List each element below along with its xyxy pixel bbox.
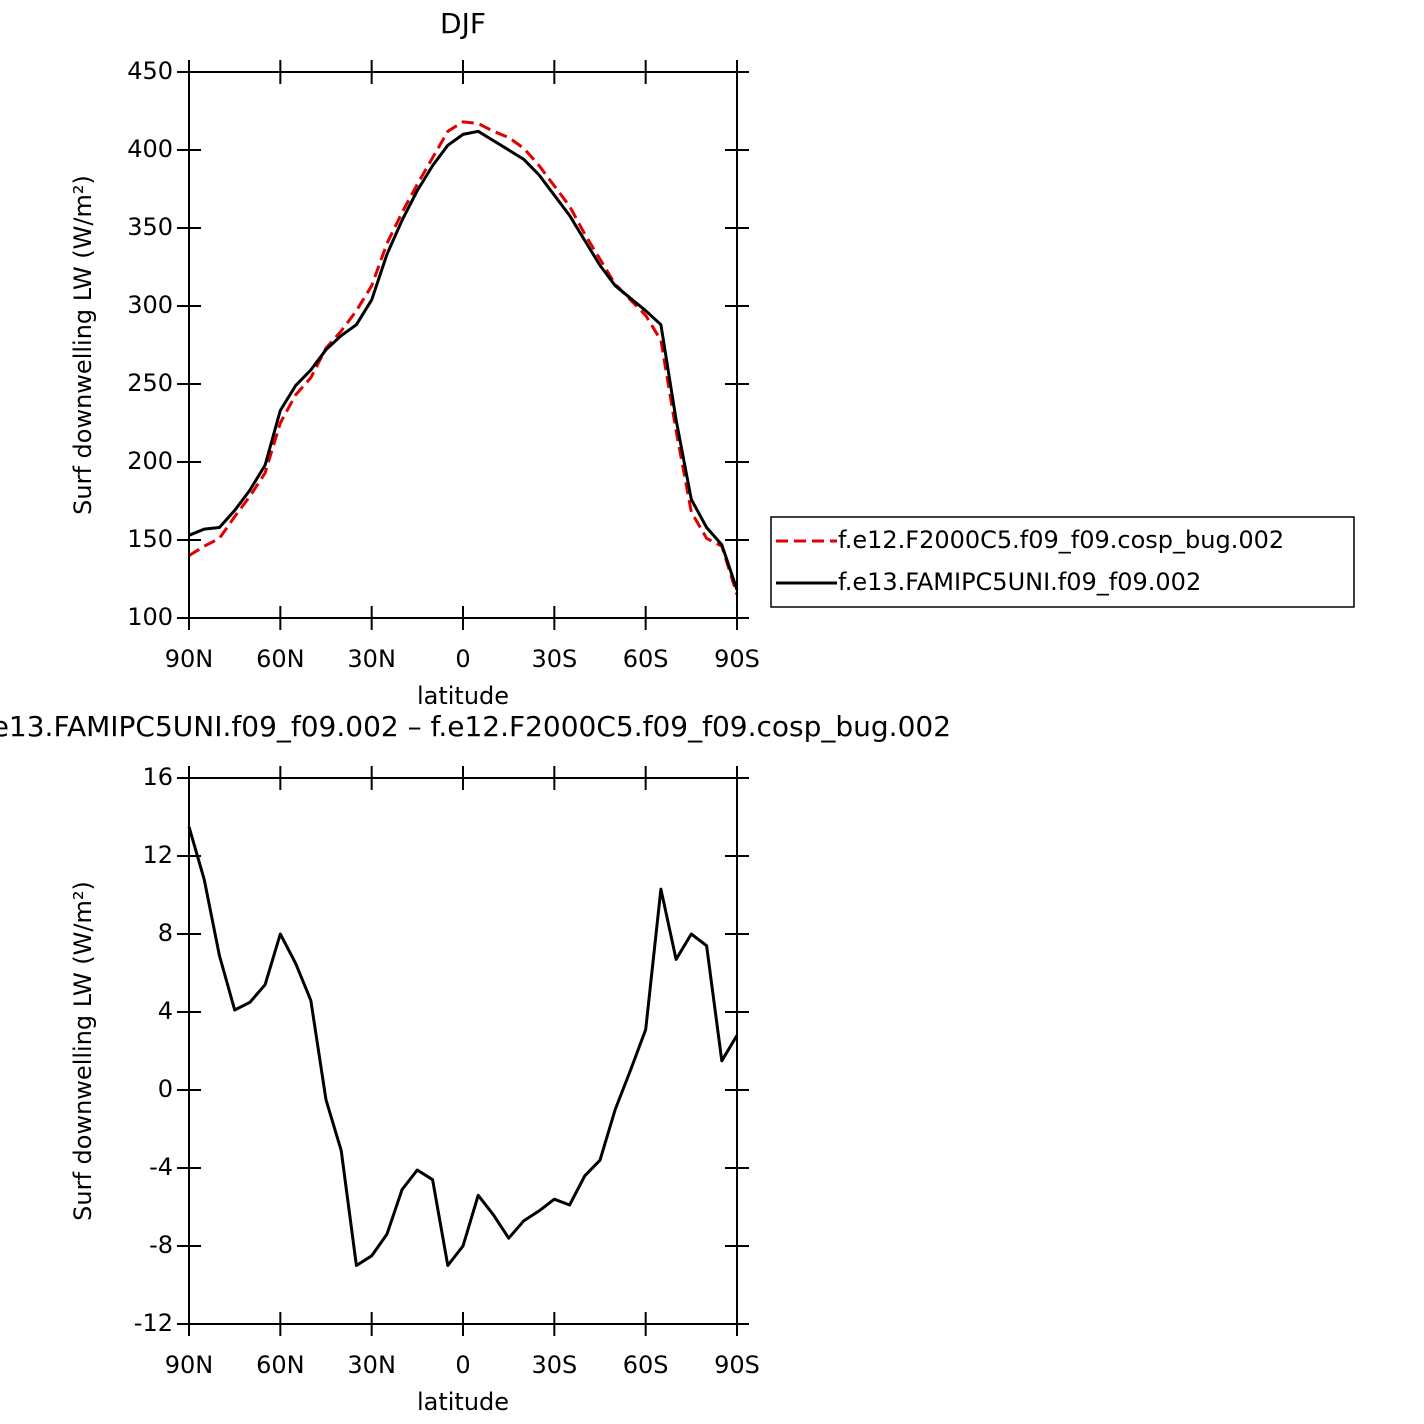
y-axis-label: Surf downwelling LW (W/m²)	[69, 175, 97, 515]
y-tick-label: 16	[142, 763, 173, 791]
plot-frame	[188, 777, 738, 1325]
y-tick-label: -12	[134, 1309, 173, 1337]
legend-box	[770, 516, 1355, 608]
x-tick-label: 60S	[623, 1351, 669, 1379]
x-tick-label: 90S	[714, 1351, 760, 1379]
y-tick-label: 150	[127, 525, 173, 553]
data-line	[188, 129, 739, 591]
legend-label: f.e13.FAMIPC5UNI.f09_f09.002	[838, 568, 1201, 596]
y-tick-label: -8	[149, 1231, 173, 1259]
x-tick-label: 60N	[256, 1351, 305, 1379]
data-line	[188, 120, 739, 596]
plot-frame	[188, 71, 738, 619]
x-tick-label: 90N	[165, 645, 214, 673]
chart-title: DJF	[440, 7, 486, 40]
x-tick-label: 30S	[531, 645, 577, 673]
x-axis-label: latitude	[417, 1388, 509, 1416]
y-tick-label: 350	[127, 213, 173, 241]
y-tick-label: 450	[127, 57, 173, 85]
y-tick-label: 400	[127, 135, 173, 163]
y-tick-label: 300	[127, 291, 173, 319]
legend-label: f.e12.F2000C5.f09_f09.cosp_bug.002	[838, 526, 1284, 554]
y-tick-label: 0	[158, 1075, 173, 1103]
y-tick-label: -4	[149, 1153, 173, 1181]
x-tick-label: 30S	[531, 1351, 577, 1379]
y-tick-label: 12	[142, 841, 173, 869]
x-tick-label: 30N	[347, 1351, 396, 1379]
x-tick-label: 0	[455, 1351, 470, 1379]
x-tick-label: 30N	[347, 645, 396, 673]
x-tick-label: 90S	[714, 645, 760, 673]
y-tick-label: 250	[127, 369, 173, 397]
y-tick-label: 100	[127, 603, 173, 631]
y-tick-label: 4	[158, 997, 173, 1025]
x-tick-label: 0	[455, 645, 470, 673]
x-axis-label: latitude	[417, 682, 509, 710]
x-tick-label: 60S	[623, 645, 669, 673]
y-tick-label: 200	[127, 447, 173, 475]
x-tick-label: 60N	[256, 645, 305, 673]
x-tick-label: 90N	[165, 1351, 214, 1379]
y-tick-label: 8	[158, 919, 173, 947]
y-axis-label: Surf downwelling LW (W/m²)	[69, 881, 97, 1221]
data-line	[187, 826, 739, 1267]
chart-title: f.e13.FAMIPC5UNI.f09_f09.002 – f.e12.F20…	[0, 710, 951, 743]
